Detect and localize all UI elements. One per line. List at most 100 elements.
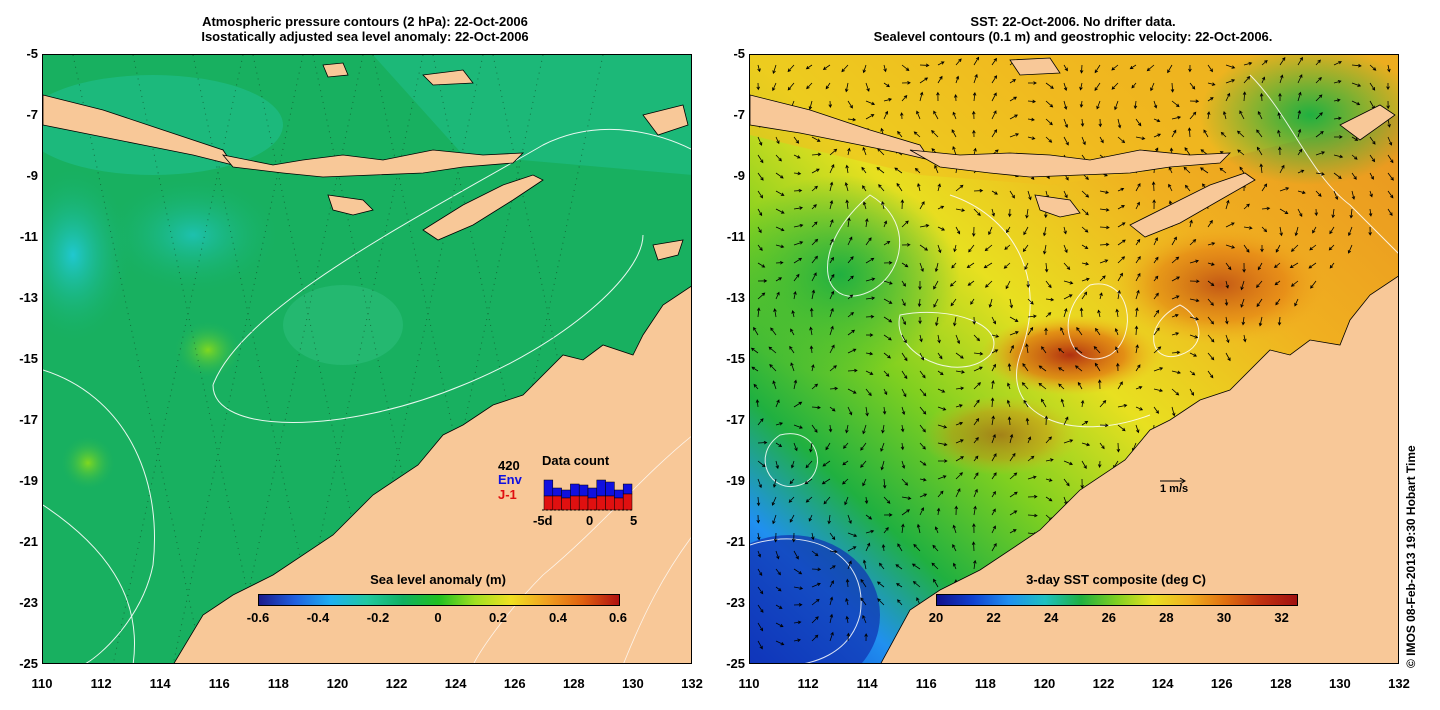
right-colorbar-tick-4: 28 (1159, 610, 1174, 625)
velocity-arrow (973, 455, 979, 462)
velocity-arrow (1349, 208, 1354, 219)
velocity-arrow (1038, 365, 1047, 372)
velocity-arrow (877, 598, 885, 606)
velocity-arrow (896, 182, 903, 192)
velocity-arrow (1063, 478, 1070, 487)
velocity-arrow (901, 370, 908, 380)
right-lat-tick-2: -9 (733, 168, 745, 183)
velocity-arrow (1003, 262, 1011, 269)
velocity-arrow (973, 366, 983, 372)
velocity-arrow (1207, 262, 1215, 266)
velocity-arrow (1207, 64, 1213, 73)
velocity-arrow (1114, 327, 1119, 336)
velocity-arrow (1243, 61, 1253, 66)
velocity-arrow (972, 91, 977, 102)
velocity-arrow (919, 201, 925, 210)
env-bar (543, 479, 554, 497)
velocity-arrow (919, 262, 924, 273)
velocity-arrow (1116, 362, 1120, 372)
velocity-arrow (919, 224, 930, 228)
velocity-arrow (1294, 226, 1299, 237)
velocity-arrow (1206, 111, 1211, 120)
velocity-arrow (1027, 436, 1032, 444)
velocity-arrow (1224, 298, 1229, 306)
velocity-arrow (793, 442, 798, 452)
left-lon-tick-0: 110 (31, 676, 53, 691)
velocity-arrow (1369, 172, 1374, 180)
velocity-arrow (847, 117, 857, 122)
velocity-arrow (1279, 57, 1286, 66)
velocity-arrow (1351, 100, 1361, 106)
velocity-arrow (913, 131, 921, 138)
velocity-arrow (768, 346, 777, 354)
right-lat-tick-10: -25 (726, 656, 745, 671)
velocity-arrow (1045, 436, 1052, 444)
velocity-arrow (1045, 118, 1053, 126)
velocity-arrow (991, 92, 997, 102)
velocity-arrow (842, 460, 849, 466)
velocity-arrow (1009, 452, 1016, 462)
velocity-arrow (865, 237, 872, 246)
velocity-arrow (775, 260, 784, 265)
velocity-arrow (1135, 344, 1139, 354)
velocity-arrow (1277, 129, 1281, 138)
velocity-arrow (973, 147, 977, 156)
velocity-arrow (1315, 190, 1322, 197)
velocity-arrow (757, 478, 762, 489)
left-lat-tick-5: -15 (19, 351, 38, 366)
velocity-arrow (862, 614, 867, 624)
velocity-arrow (1099, 190, 1110, 194)
velocity-arrow (937, 205, 945, 210)
velocity-arrow (1063, 439, 1074, 444)
data-count-histogram (542, 479, 634, 511)
velocity-arrow (1294, 298, 1299, 307)
velocity-arrow (882, 478, 887, 489)
velocity-arrow (1045, 136, 1053, 143)
velocity-arrow (1333, 98, 1341, 103)
velocity-arrow (1225, 244, 1236, 249)
velocity-arrow (918, 316, 922, 325)
env-bar (605, 481, 615, 497)
velocity-arrow (931, 562, 939, 570)
velocity-arrow (1074, 347, 1083, 354)
velocity-arrow (1225, 352, 1231, 362)
velocity-arrow (1025, 417, 1030, 426)
velocity-arrow (901, 388, 907, 398)
velocity-arrow (1277, 316, 1282, 326)
velocity-arrow (1171, 350, 1181, 355)
velocity-arrow (1009, 190, 1015, 199)
left-map-svg (43, 55, 691, 663)
j1-bar (605, 495, 615, 511)
right-title-line2: Sealevel contours (0.1 m) and geostrophi… (873, 29, 1273, 44)
velocity-arrow (1135, 307, 1139, 318)
velocity-arrow (952, 111, 957, 120)
velocity-arrow (772, 64, 777, 75)
velocity-arrow (1153, 367, 1164, 372)
velocity-arrow (1329, 226, 1335, 235)
velocity-arrow (949, 280, 957, 287)
velocity-arrow (862, 185, 867, 192)
j1-bar (561, 497, 571, 511)
velocity-arrow (991, 542, 997, 552)
velocity-arrow (1150, 82, 1155, 92)
velocity-arrow (1044, 415, 1049, 426)
j1-bar (552, 495, 562, 511)
velocity-arrow (937, 244, 942, 254)
velocity-arrow (1114, 100, 1119, 111)
velocity-arrow (1240, 280, 1245, 291)
velocity-arrow (1094, 82, 1101, 91)
velocity-arrow (883, 352, 891, 359)
velocity-arrow (864, 633, 868, 642)
velocity-arrow (901, 280, 906, 287)
velocity-arrow (1171, 256, 1180, 264)
env-bar (587, 487, 598, 499)
velocity-arrow (865, 257, 875, 264)
velocity-arrow (1275, 244, 1281, 253)
velocity-arrow (991, 110, 997, 120)
velocity-arrow (792, 532, 796, 543)
velocity-arrow (809, 442, 813, 453)
velocity-arrow (1079, 100, 1084, 108)
velocity-arrow (955, 184, 964, 192)
velocity-arrow (1261, 206, 1271, 211)
velocity-arrow (788, 496, 795, 503)
